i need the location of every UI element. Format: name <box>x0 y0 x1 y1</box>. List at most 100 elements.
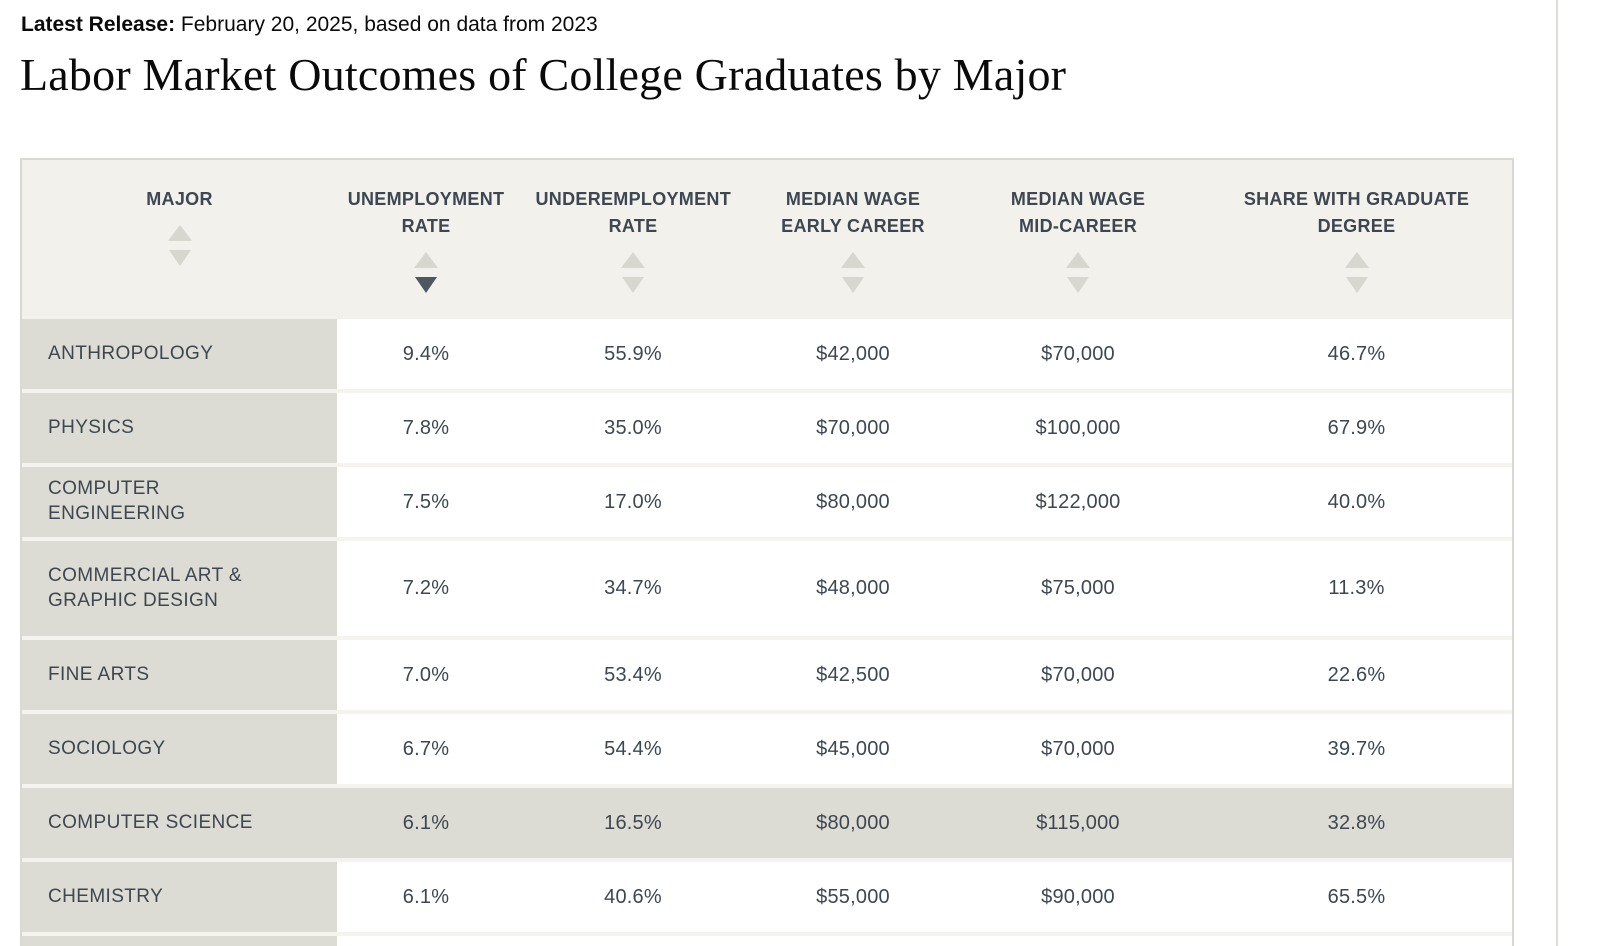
cell-underemployment-rate: 40.6% <box>604 885 662 908</box>
table-row-computer-engineering[interactable]: COMPUTER ENGINEERING 7.5% 17.0% $80,000 … <box>22 467 1512 541</box>
row-label-cell: CHEMISTRY <box>22 862 337 932</box>
row-label-cell: PHYSICS <box>22 393 337 463</box>
major-name: COMPUTER ENGINEERING <box>48 478 186 524</box>
column-header-label: MAJOR <box>146 189 213 209</box>
sort-desc-icon[interactable] <box>168 250 191 266</box>
sort-desc-icon[interactable] <box>622 277 644 293</box>
cell-share-with-graduate-degree: 22.6% <box>1327 663 1386 686</box>
row-label-cell: SOCIOLOGY <box>22 714 337 784</box>
column-header-unemployment-rate[interactable]: UNEMPLOYMENT RATE <box>337 160 515 319</box>
cell-median-wage-early-career: $42,000 <box>816 342 890 365</box>
cell-unemployment-rate: 7.5% <box>402 490 450 513</box>
cell-median-wage-mid-career: $75,000 <box>1041 577 1115 599</box>
cell-unemployment-rate: 7.2% <box>402 577 450 599</box>
major-name: SOCIOLOGY <box>48 737 166 759</box>
table-row-fine-arts[interactable]: FINE ARTS 7.0% 53.4% $42,500 $70,000 22.… <box>22 640 1512 714</box>
cell-share-with-graduate-degree: 39.7% <box>1327 737 1386 760</box>
cell-underemployment-rate: 54.4% <box>604 737 662 760</box>
table-row-partial[interactable] <box>22 936 1512 946</box>
sort-control <box>841 252 865 293</box>
major-name: CHEMISTRY <box>48 885 164 907</box>
cell-unemployment-rate: 7.8% <box>402 416 450 439</box>
row-label-cell <box>22 936 337 946</box>
cell-unemployment-rate: 6.1% <box>402 885 450 908</box>
cell-share-with-graduate-degree: 46.7% <box>1327 342 1386 365</box>
sort-asc-icon[interactable] <box>414 252 438 268</box>
cell-median-wage-early-career: $55,000 <box>816 885 890 908</box>
cell-underemployment-rate: 16.5% <box>515 788 751 858</box>
cell-value <box>955 936 1201 946</box>
sort-control <box>1066 252 1090 293</box>
table-header-row: MAJOR UNEMPLOYMENT RATE UNDEREMPLOYMENT … <box>22 160 1512 319</box>
cell-unemployment-rate: 6.1% <box>337 788 515 858</box>
latest-release-text: February 20, 2025, based on data from 20… <box>180 13 598 36</box>
content-right-divider <box>1556 0 1558 946</box>
column-header-median-wage-mid-career[interactable]: MEDIAN WAGE MID-CAREER <box>955 160 1201 319</box>
column-header-underemployment-rate[interactable]: UNDEREMPLOYMENT RATE <box>515 160 751 319</box>
sort-asc-icon[interactable] <box>1344 252 1369 268</box>
cell-unemployment-rate: 7.0% <box>402 663 450 686</box>
column-header-share-with-graduate-degree[interactable]: SHARE WITH GRADUATE DEGREE <box>1201 160 1512 319</box>
sort-asc-icon[interactable] <box>621 252 645 268</box>
cell-share-with-graduate-degree: 11.3% <box>1328 577 1385 599</box>
cell-median-wage-early-career: $42,500 <box>816 663 890 686</box>
cell-underemployment-rate: 34.7% <box>604 577 662 599</box>
table-row-chemistry[interactable]: CHEMISTRY 6.1% 40.6% $55,000 $90,000 65.… <box>22 862 1512 936</box>
cell-underemployment-rate: 35.0% <box>604 416 662 439</box>
page-title: Labor Market Outcomes of College Graduat… <box>20 49 1067 100</box>
cell-median-wage-mid-career: $90,000 <box>1041 885 1115 908</box>
sort-control <box>1344 252 1369 293</box>
sort-desc-icon[interactable] <box>842 277 864 293</box>
table-row-anthropology[interactable]: ANTHROPOLOGY 9.4% 55.9% $42,000 $70,000 … <box>22 319 1512 393</box>
cell-median-wage-mid-career: $122,000 <box>1035 490 1121 513</box>
cell-median-wage-mid-career: $70,000 <box>1041 737 1115 760</box>
major-name: COMMERCIAL ART & GRAPHIC DESIGN <box>48 564 242 611</box>
column-header-label: MEDIAN WAGE MID-CAREER <box>1010 189 1146 236</box>
cell-value <box>1201 936 1512 946</box>
cell-unemployment-rate: 9.4% <box>402 342 450 365</box>
sort-control <box>621 252 645 293</box>
cell-median-wage-mid-career: $70,000 <box>1041 663 1115 686</box>
cell-median-wage-mid-career: $100,000 <box>1035 416 1121 439</box>
row-label-cell: COMPUTER SCIENCE <box>22 788 337 858</box>
sort-desc-icon[interactable] <box>1345 277 1368 293</box>
cell-median-wage-early-career: $48,000 <box>816 577 890 599</box>
table-row-physics[interactable]: PHYSICS 7.8% 35.0% $70,000 $100,000 67.9… <box>22 393 1512 467</box>
sort-asc-icon[interactable] <box>841 252 865 268</box>
major-name: COMPUTER SCIENCE <box>48 811 253 833</box>
sort-control <box>414 252 438 293</box>
outcomes-table: MAJOR UNEMPLOYMENT RATE UNDEREMPLOYMENT … <box>20 158 1514 946</box>
cell-median-wage-early-career: $70,000 <box>816 416 890 439</box>
sort-desc-icon[interactable] <box>1067 277 1089 293</box>
sort-asc-icon[interactable] <box>167 225 192 241</box>
cell-median-wage-early-career: $45,000 <box>816 737 890 760</box>
column-header-major[interactable]: MAJOR <box>22 160 337 319</box>
row-label-cell: COMMERCIAL ART & GRAPHIC DESIGN <box>22 541 337 636</box>
cell-value <box>515 936 751 946</box>
cell-underemployment-rate: 55.9% <box>604 342 662 365</box>
cell-median-wage-early-career: $80,000 <box>751 788 955 858</box>
cell-value <box>751 936 955 946</box>
sort-control <box>167 225 192 266</box>
column-header-label: UNEMPLOYMENT RATE <box>347 189 505 236</box>
cell-share-with-graduate-degree: 67.9% <box>1327 416 1386 439</box>
cell-share-with-graduate-degree: 32.8% <box>1201 788 1512 858</box>
table-row-computer-science[interactable]: COMPUTER SCIENCE 6.1% 16.5% $80,000 $115… <box>22 788 1512 862</box>
row-label-cell: ANTHROPOLOGY <box>22 319 337 389</box>
major-name: FINE ARTS <box>48 663 150 685</box>
cell-unemployment-rate: 6.7% <box>402 737 450 760</box>
latest-release-label: Latest Release: <box>21 13 176 36</box>
cell-value <box>337 936 515 946</box>
cell-median-wage-mid-career: $70,000 <box>1041 342 1115 365</box>
cell-share-with-graduate-degree: 40.0% <box>1327 490 1386 513</box>
column-header-label: SHARE WITH GRADUATE DEGREE <box>1243 189 1470 236</box>
row-label-cell: COMPUTER ENGINEERING <box>22 467 337 537</box>
sort-asc-icon[interactable] <box>1066 252 1090 268</box>
table-row-sociology[interactable]: SOCIOLOGY 6.7% 54.4% $45,000 $70,000 39.… <box>22 714 1512 788</box>
table-row-commercial-art-graphic-design[interactable]: COMMERCIAL ART & GRAPHIC DESIGN 7.2% 34.… <box>22 541 1512 640</box>
column-header-median-wage-early-career[interactable]: MEDIAN WAGE EARLY CAREER <box>751 160 955 319</box>
cell-median-wage-early-career: $80,000 <box>816 490 890 513</box>
row-label-cell: FINE ARTS <box>22 640 337 710</box>
column-header-label: UNDEREMPLOYMENT RATE <box>535 189 732 236</box>
sort-desc-icon[interactable] <box>415 277 437 293</box>
